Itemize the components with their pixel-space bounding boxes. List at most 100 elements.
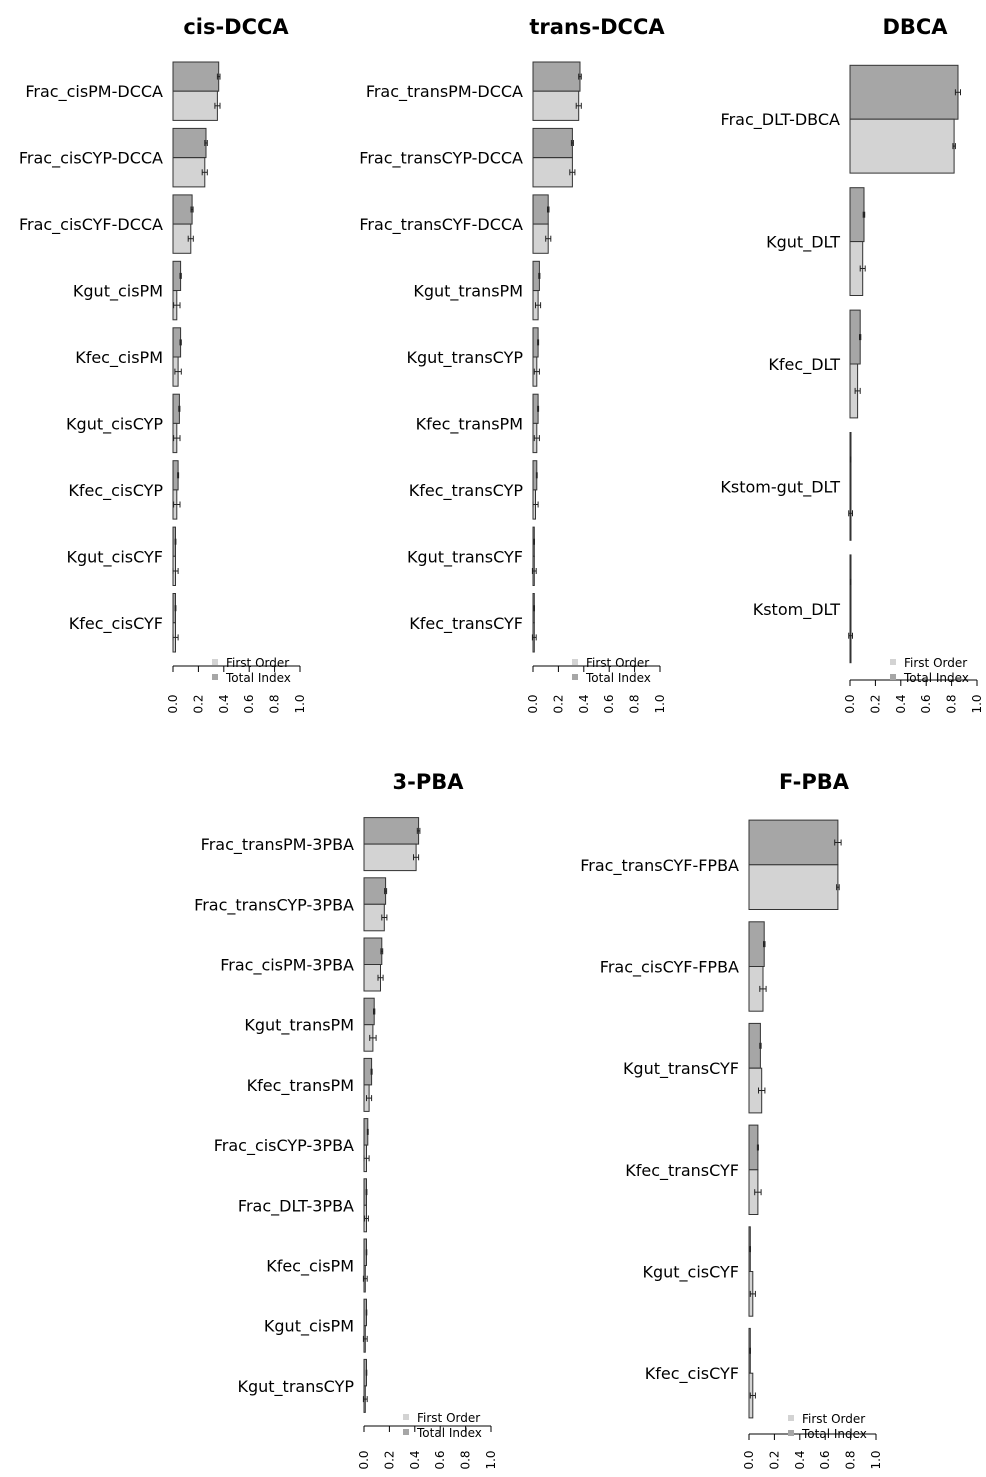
x-axis: 0.0 0.2 0.4 0.6 0.8 1.0: [526, 665, 667, 714]
category-label: Frac_DLT-3PBA: [238, 1196, 354, 1216]
error-bar-first-order: [575, 102, 582, 109]
x-tick-label: 0.2: [382, 1450, 396, 1469]
chart-1: cis-DCCA Frac_cisPM-DCCA Frac_cisCYP-DCCA F…: [19, 15, 307, 714]
error-bar-first-order: [362, 1335, 368, 1342]
error-bar-first-order: [187, 235, 194, 242]
x-tick-label: 0.6: [818, 1450, 832, 1469]
category-label: Kgut_cisPM: [73, 282, 163, 302]
x-tick-label: 0.2: [767, 1450, 781, 1469]
category-label: Kstom-gut_DLT: [720, 477, 840, 497]
category-label: Frac_transCYP-DCCA: [359, 149, 523, 169]
x-tick-label: 0.4: [793, 1450, 807, 1469]
x-tick-label: 0.8: [459, 1450, 473, 1469]
chart-2: trans-DCCA Frac_transPM-DCCA Frac_transCYP…: [359, 15, 667, 714]
category-label: Kgut_transCYP: [406, 348, 523, 368]
bar-total-index: [849, 64, 959, 120]
x-tick-label: 0.6: [602, 694, 616, 713]
x-tick-label: 0.4: [408, 1450, 422, 1469]
error-bar-total-index: [216, 73, 221, 80]
bar-first-order: [748, 864, 839, 910]
error-bar-first-order: [369, 1034, 377, 1041]
category-label: Frac_transCYF-DCCA: [359, 215, 523, 235]
legend-label-total-index: Total Index: [416, 1426, 482, 1440]
category-label: Kgut_cisCYP: [66, 414, 163, 434]
bar-first-order: [532, 90, 580, 121]
category-label: Frac_cisPM-DCCA: [25, 82, 163, 102]
x-tick-label: 0.8: [945, 694, 959, 713]
bar-total-index: [532, 61, 581, 92]
category-label: Kgut_transPM: [413, 282, 523, 302]
x-tick-label: 1.0: [970, 694, 984, 713]
error-bar-total-index: [179, 339, 182, 346]
category-label: Kfec_cisCYP: [68, 481, 163, 501]
bar-total-index: [748, 921, 765, 967]
error-bar-first-order: [362, 1396, 368, 1403]
error-bar-first-order: [952, 143, 956, 150]
category-label: Frac_transCYF-FPBA: [580, 856, 739, 876]
error-bar-total-index: [204, 140, 208, 146]
legend-label-total-index: Total Index: [225, 671, 291, 685]
category-label: Kfec_transCYP: [409, 481, 524, 501]
error-bar-total-index: [533, 538, 535, 545]
error-bar-first-order: [759, 985, 767, 992]
error-bar-total-index: [547, 206, 550, 213]
legend-swatch-total-index: [403, 1429, 409, 1435]
category-label: Kgut_cisPM: [264, 1317, 354, 1337]
chart-5: F-PBA Frac_transCYF-FPBA Frac_cisCYF-FPBA K…: [580, 770, 883, 1470]
chart-4: 3-PBA Frac_transPM-3PBA Frac_transCYP-3PBA…: [194, 770, 498, 1470]
bar-total-index: [363, 817, 420, 845]
category-label: Kgut_transCYF: [623, 1059, 739, 1079]
error-bar-total-index: [538, 272, 541, 279]
error-bar-total-index: [179, 272, 182, 279]
chart-title: 3-PBA: [393, 770, 465, 794]
error-bar-first-order: [381, 914, 388, 921]
x-tick-label: 1.0: [653, 694, 667, 713]
legend-swatch-first-order: [572, 659, 578, 665]
category-label: Kgut_DLT: [766, 233, 840, 253]
error-bar-total-index: [849, 456, 852, 463]
error-bar-first-order: [535, 302, 542, 309]
error-bar-total-index: [849, 578, 852, 585]
legend-label-first-order: First Order: [417, 1411, 480, 1425]
category-label: Kfec_transPM: [416, 414, 523, 434]
error-bar-first-order: [569, 169, 576, 176]
error-bar-total-index: [416, 827, 421, 834]
error-bar-total-index: [954, 89, 961, 96]
x-tick-label: 0.0: [742, 1450, 756, 1469]
category-label: Frac_cisCYP-DCCA: [19, 149, 163, 169]
category-label: Kgut_transCYF: [407, 547, 523, 567]
error-bar-total-index: [365, 1309, 368, 1316]
x-tick-label: 0.8: [844, 1450, 858, 1469]
x-tick-label: 1.0: [869, 1450, 883, 1469]
bar-total-index: [748, 1124, 759, 1171]
bar-first-order: [363, 843, 417, 872]
category-label: Frac_cisCYF-FPBA: [600, 958, 739, 978]
x-axis: 0.0 0.2 0.4 0.6 0.8 1.0: [166, 665, 307, 714]
legend-label-first-order: First Order: [226, 656, 289, 670]
bar-total-index: [748, 1022, 761, 1069]
x-tick-label: 0.8: [268, 694, 282, 713]
error-bar-total-index: [759, 1042, 762, 1049]
x-tick-label: 0.6: [242, 694, 256, 713]
legend-swatch-total-index: [572, 674, 578, 680]
error-bar-total-index: [174, 605, 177, 612]
category-label: Frac_transPM-3PBA: [201, 835, 354, 855]
error-bar-first-order: [848, 632, 853, 639]
error-bar-first-order: [173, 501, 181, 508]
x-tick-label: 0.2: [551, 694, 565, 713]
error-bar-first-order: [531, 568, 537, 574]
error-bar-first-order: [859, 265, 866, 272]
category-label: Kgut_transPM: [244, 1016, 354, 1036]
error-bar-total-index: [384, 888, 388, 895]
error-bar-first-order: [201, 169, 208, 176]
error-bar-first-order: [531, 634, 537, 641]
error-bar-total-index: [190, 206, 194, 213]
error-bar-total-index: [177, 472, 180, 479]
x-tick-label: 0.4: [217, 694, 231, 713]
bar-total-index: [532, 127, 573, 159]
error-bar-total-index: [763, 941, 766, 948]
error-bar-total-index: [370, 1068, 373, 1075]
error-bar-first-order: [854, 387, 861, 394]
error-bar-total-index: [366, 1128, 369, 1135]
